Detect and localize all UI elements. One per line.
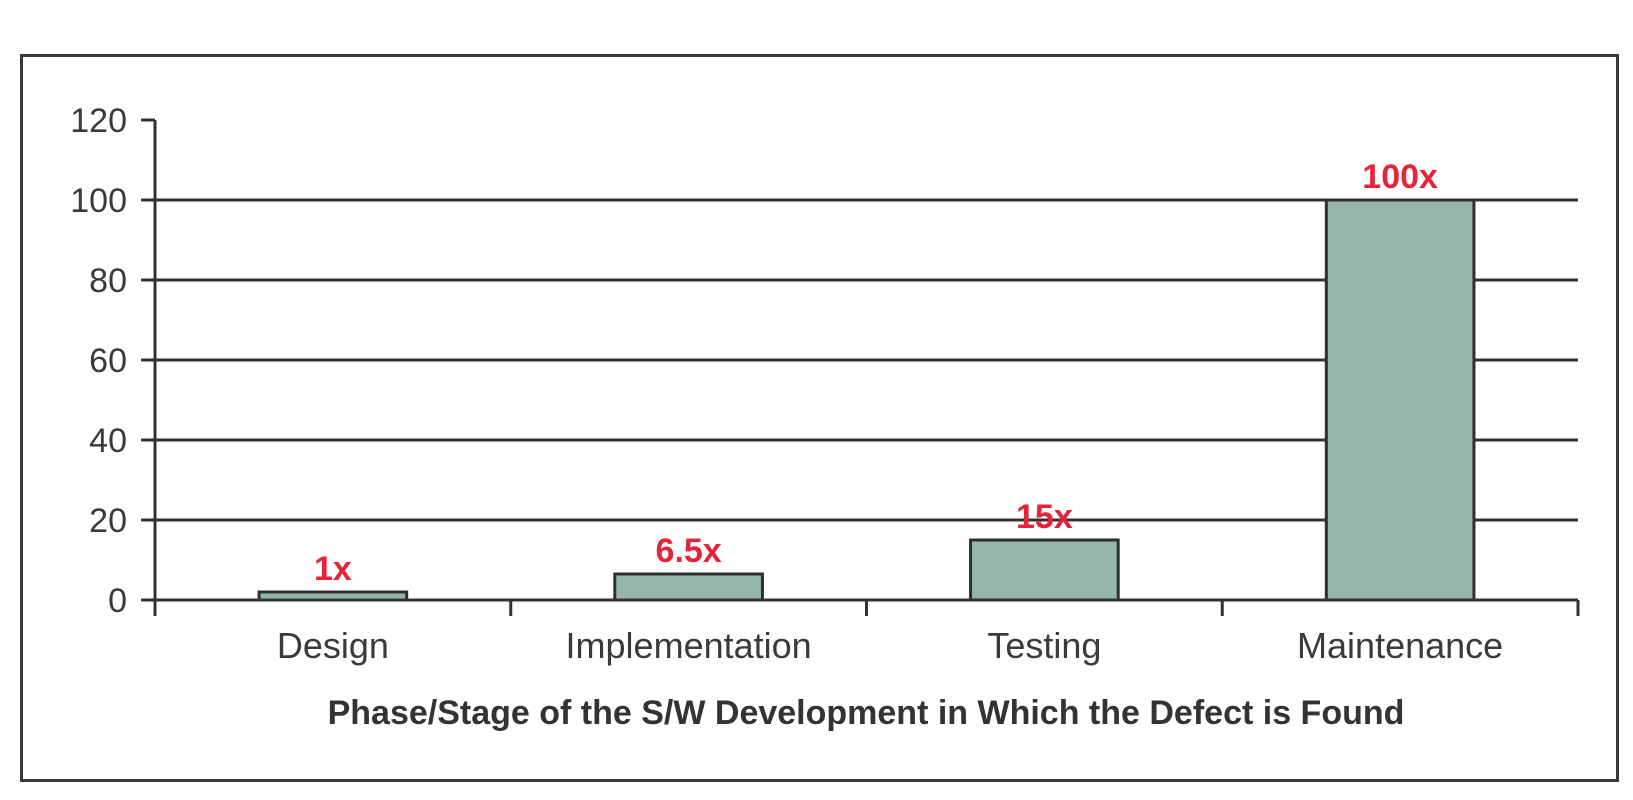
y-tick-label: 100 [70,182,127,220]
bar [1324,198,1476,602]
y-tick-label: 120 [70,102,127,140]
y-tick-label: 60 [89,342,127,380]
axes [141,118,1580,616]
data-label: 1x [314,550,352,588]
bars [257,198,1476,602]
bar [613,572,764,602]
data-label: 100x [1362,158,1438,196]
y-tick-label: 0 [108,582,127,620]
y-tick-label: 80 [89,262,127,300]
x-tick-label: Design [277,625,389,666]
x-tick-label: Testing [987,625,1101,666]
data-label: 15x [1016,498,1073,536]
data-label: 6.5x [656,532,722,570]
y-tick-label: 40 [89,422,127,460]
y-tick-label: 20 [89,502,127,540]
x-axis-title: Phase/Stage of the S/W Development in Wh… [328,694,1405,732]
x-tick-label: Implementation [566,625,812,666]
bar [969,538,1120,602]
x-tick-label: Maintenance [1297,625,1503,666]
labels: 0 20 40 60 80 100 120 1x Design 6.5x Implementatio… [70,102,1503,666]
